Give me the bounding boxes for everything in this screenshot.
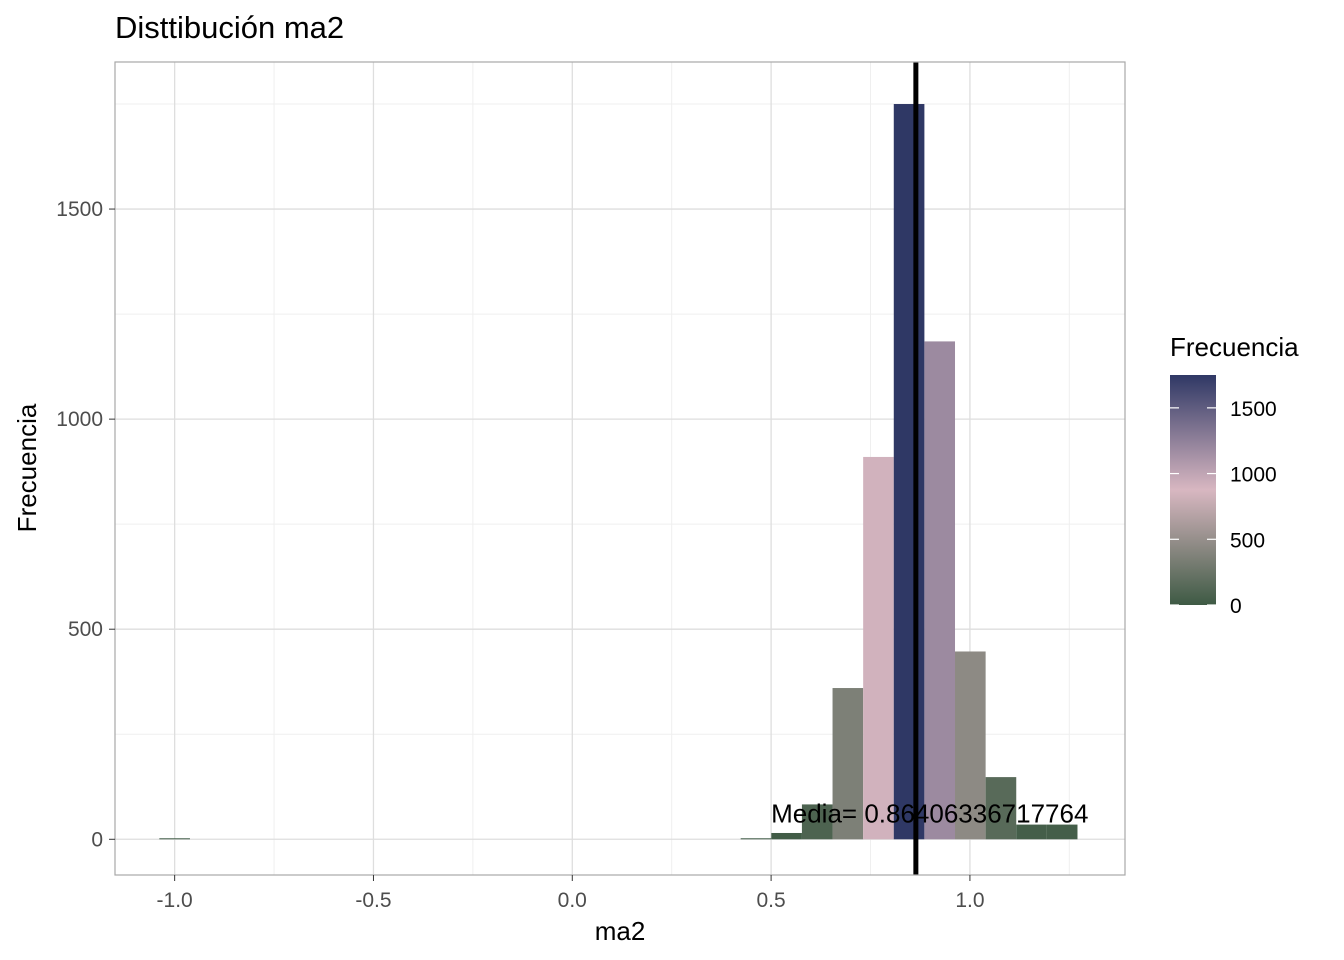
legend-tick-label: 0 xyxy=(1230,595,1242,618)
histogram-bar xyxy=(832,688,864,840)
histogram-bar xyxy=(771,832,802,840)
x-tick-label: -1.0 xyxy=(157,889,193,912)
x-tick-label: 0.5 xyxy=(757,889,786,912)
legend-tick-label: 1500 xyxy=(1230,398,1277,421)
legend-tick-label: 500 xyxy=(1230,529,1265,552)
histogram-bar xyxy=(159,838,190,840)
histogram-bar xyxy=(801,804,833,840)
x-tick-label: 0.0 xyxy=(558,889,587,912)
x-tick-label: -0.5 xyxy=(355,889,391,912)
legend-colorbar xyxy=(1170,375,1216,605)
chart-title: Disttibución ma2 xyxy=(115,10,344,45)
legend-ticks: 0 500 1000 1500 xyxy=(1170,398,1277,618)
y-axis-label: Frecuencia xyxy=(12,403,42,532)
y-tick-label: 1000 xyxy=(56,408,103,431)
y-tick-label: 1500 xyxy=(56,198,103,221)
histogram-bar xyxy=(985,777,1017,840)
color-legend: Frecuencia 0 500 1000 1500 xyxy=(1170,332,1299,618)
histogram-bar xyxy=(740,838,772,840)
y-axis-ticks: 0 500 1000 1500 xyxy=(56,198,115,851)
y-tick-label: 0 xyxy=(91,828,103,851)
histogram-bar xyxy=(893,104,925,840)
panel-border xyxy=(114,61,1126,876)
histogram-bar xyxy=(955,651,986,840)
histogram-bar xyxy=(924,341,956,840)
y-tick-label: 500 xyxy=(68,618,103,641)
x-tick-label: 1.0 xyxy=(955,889,984,912)
histogram-bar xyxy=(1016,824,1047,840)
legend-tick-label: 1000 xyxy=(1230,464,1277,487)
mean-annotation: Media= 0.86406336717764 xyxy=(771,798,1088,828)
x-axis-label: ma2 xyxy=(595,916,646,946)
histogram-bar xyxy=(863,456,894,840)
histogram-bars xyxy=(159,104,1078,840)
legend-title: Frecuencia xyxy=(1170,332,1299,362)
x-axis-ticks: -1.0 -0.5 0.0 0.5 1.0 xyxy=(157,875,985,912)
histogram-bar xyxy=(1046,824,1078,840)
